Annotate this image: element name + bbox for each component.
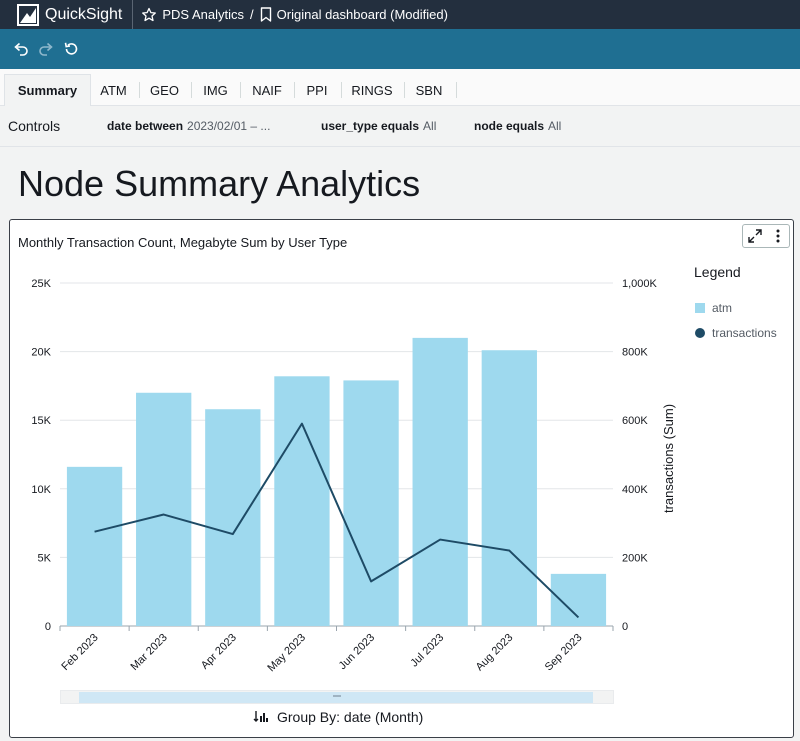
x-tick-label: Apr 2023 (199, 632, 239, 672)
control-value: All (423, 119, 437, 133)
tab-divider (341, 82, 342, 98)
more-options-button[interactable] (766, 225, 789, 247)
sheet-tabs: Summary ATM GEO IMG NAIF PPI RINGS SBN (0, 69, 800, 106)
x-tick-label: Aug 2023 (474, 632, 516, 674)
legend-item-atm[interactable]: atm (695, 301, 732, 315)
line-transactions (94, 422, 580, 619)
control-label: user_type equals (321, 119, 420, 133)
y-left-tick-label: 20K (31, 347, 51, 359)
bar-atm (66, 466, 123, 626)
legend-swatch-bar (695, 303, 705, 313)
x-tick-label: Feb 2023 (59, 632, 100, 673)
group-by-control[interactable]: Group By: date (Month) (253, 709, 423, 725)
combo-chart[interactable]: 0 5K 10K 15K 20K 25K 0 200K 400K 600K 800K 1,000K Fe… (10, 220, 792, 690)
control-label: date between (107, 119, 184, 133)
scrollbar-grip (333, 695, 341, 697)
x-tick-label: Jun 2023 (337, 632, 377, 672)
tab-divider (191, 82, 192, 98)
app-name[interactable]: QuickSight (45, 5, 123, 23)
y-left-tick-label: 0 (45, 621, 51, 633)
undo-icon (14, 42, 28, 56)
legend-swatch-dot (695, 328, 705, 338)
scrollbar-thumb[interactable] (79, 692, 593, 703)
y-right-tick-label: 400K (622, 484, 648, 496)
bar-atm (343, 380, 399, 626)
y-right-tick-label: 600K (622, 415, 648, 427)
tab-divider (404, 82, 405, 98)
y-right-tick-label: 800K (622, 347, 648, 359)
bookmark-icon (260, 7, 271, 22)
breadcrumb-dashboard[interactable]: Original dashboard (Modified) (276, 7, 448, 22)
expand-button[interactable] (743, 225, 766, 247)
redo-icon (39, 42, 53, 56)
toolbar (0, 29, 800, 69)
group-by-icon (253, 711, 268, 722)
top-bar: QuickSight PDS Analytics / Original dash… (0, 0, 800, 29)
tab-img[interactable]: IMG (203, 82, 228, 98)
breadcrumb-analysis[interactable]: PDS Analytics (162, 7, 245, 22)
quicksight-logo-icon (17, 3, 39, 26)
tab-ppi[interactable]: PPI (306, 82, 328, 98)
tab-naif[interactable]: NAIF (252, 82, 282, 98)
bar-atm (274, 376, 330, 626)
y-left-tick-label: 15K (31, 415, 51, 427)
tab-rings[interactable]: RINGS (351, 82, 393, 98)
chart-scrollbar[interactable] (60, 690, 614, 704)
visual-title: Monthly Transaction Count, Megabyte Sum … (18, 235, 348, 250)
reset-icon (64, 42, 78, 55)
x-tick-label: May 2023 (265, 632, 308, 675)
controls-bar: Controls date between 2023/02/01 – ... us… (0, 107, 800, 147)
legend-title: Legend (694, 264, 741, 280)
bar-atm (136, 392, 192, 626)
y-left-tick-label: 25K (31, 278, 51, 290)
x-tick-label: Jul 2023 (408, 632, 446, 670)
expand-icon (747, 229, 762, 243)
bar-atm (205, 409, 261, 626)
reset-button[interactable] (61, 39, 81, 59)
tab-divider (294, 82, 295, 98)
topbar-divider (132, 0, 134, 29)
y-right-axis-title: transactions (Sum) (661, 404, 676, 513)
bar-atm (481, 350, 537, 626)
y-left-tick-label: 10K (31, 484, 51, 496)
controls-title[interactable]: Controls (8, 118, 61, 134)
page-title: Node Summary Analytics (18, 163, 421, 204)
tab-divider (139, 82, 140, 98)
visual-card[interactable]: Monthly Transaction Count, Megabyte Sum … (9, 219, 794, 738)
control-user-type[interactable]: user_type equals All (321, 119, 436, 133)
y-right-tick-label: 200K (622, 552, 648, 564)
group-by-label: Group By: date (Month) (277, 709, 424, 725)
y-right-tick-label: 0 (622, 621, 628, 633)
more-vertical-icon (776, 229, 779, 243)
control-label: node equals (474, 119, 545, 133)
tab-divider (240, 82, 241, 98)
tab-geo[interactable]: GEO (150, 82, 179, 98)
undo-button[interactable] (11, 39, 31, 59)
control-date-between[interactable]: date between 2023/02/01 – ... (107, 119, 270, 133)
legend-item-transactions[interactable]: transactions (695, 326, 777, 340)
x-tick-label: Sep 2023 (543, 632, 585, 674)
control-node[interactable]: node equals All (474, 119, 561, 133)
redo-button[interactable] (36, 39, 56, 59)
tab-divider (456, 82, 457, 98)
breadcrumb-separator: / (250, 7, 254, 22)
legend-label: transactions (712, 326, 777, 340)
visual-actions (742, 224, 790, 248)
y-right-tick-label: 1,000K (622, 278, 658, 290)
tab-summary[interactable]: Summary (4, 74, 91, 106)
control-value: 2023/02/01 – ... (187, 119, 271, 133)
x-tick-label: Mar 2023 (128, 632, 169, 673)
y-left-tick-label: 5K (38, 552, 52, 564)
tab-atm[interactable]: ATM (100, 82, 127, 98)
control-value: All (548, 119, 562, 133)
tab-sbn[interactable]: SBN (415, 82, 443, 98)
bar-atm (412, 337, 468, 626)
legend-label: atm (712, 301, 733, 315)
star-icon[interactable] (141, 7, 157, 23)
